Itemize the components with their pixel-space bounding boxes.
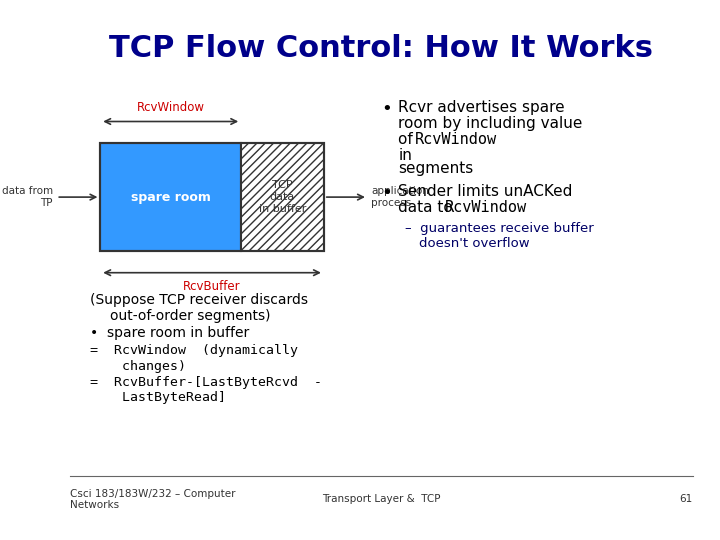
Text: RcvWindow: RcvWindow [445, 200, 527, 215]
Text: in: in [398, 148, 412, 164]
Text: RcvWindow: RcvWindow [415, 132, 497, 147]
Text: data from
TP: data from TP [1, 186, 53, 208]
Text: segments: segments [398, 161, 474, 176]
Text: LastByteRead]: LastByteRead] [90, 392, 226, 404]
Text: TCP
data
in buffer: TCP data in buffer [258, 180, 306, 214]
Text: =  RcvBuffer-[LastByteRcvd  -: = RcvBuffer-[LastByteRcvd - [90, 376, 322, 389]
Text: TCP Flow Control: How It Works: TCP Flow Control: How It Works [109, 34, 653, 63]
Text: Rcvr advertises spare: Rcvr advertises spare [398, 100, 565, 115]
Text: (Suppose TCP receiver discards: (Suppose TCP receiver discards [90, 293, 308, 307]
Text: application
process: application process [372, 186, 429, 208]
Text: spare room: spare room [131, 191, 211, 204]
Text: data to: data to [398, 200, 458, 215]
Text: changes): changes) [90, 360, 186, 373]
Text: 61: 61 [680, 495, 693, 504]
Text: Transport Layer &  TCP: Transport Layer & TCP [322, 495, 441, 504]
Text: RcvBuffer: RcvBuffer [184, 280, 241, 293]
Text: room by including value: room by including value [398, 116, 582, 131]
Text: =  RcvWindow  (dynamically: = RcvWindow (dynamically [90, 344, 298, 357]
Text: •  spare room in buffer: • spare room in buffer [90, 326, 249, 340]
Bar [100, 143, 324, 251]
Text: doesn't overflow: doesn't overflow [418, 237, 529, 249]
Text: RcvWindow: RcvWindow [137, 102, 204, 114]
Text: Csci 183/183W/232 – Computer
Networks: Csci 183/183W/232 – Computer Networks [70, 489, 235, 510]
Text: Sender limits unACKed: Sender limits unACKed [398, 184, 572, 199]
Text: •: • [382, 100, 392, 118]
Bar [241, 143, 324, 251]
Text: out-of-order segments): out-of-order segments) [110, 309, 271, 323]
Text: of: of [398, 132, 418, 147]
Text: –  guarantees receive buffer: – guarantees receive buffer [405, 222, 594, 235]
Text: •: • [382, 184, 392, 201]
Bar [100, 143, 241, 251]
